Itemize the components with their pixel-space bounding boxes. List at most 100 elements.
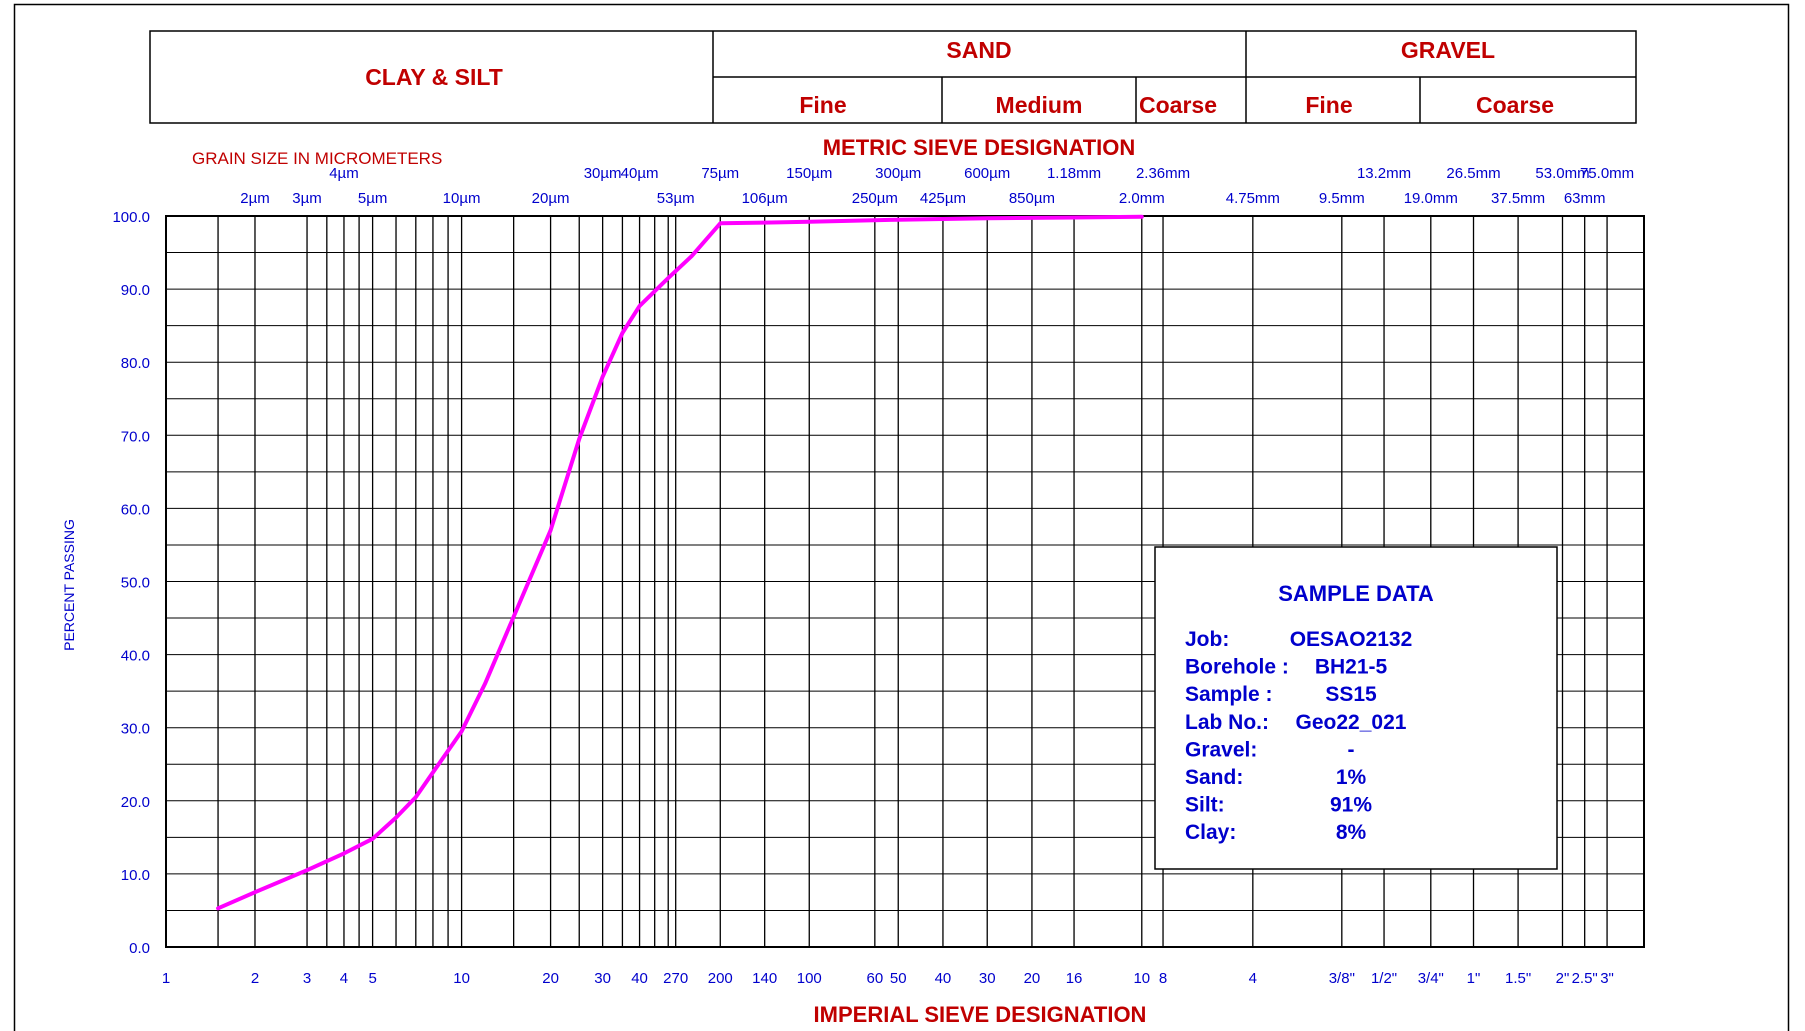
metric-tick-label: 250µm xyxy=(852,190,898,207)
sample-row-label: Job: xyxy=(1185,628,1229,651)
sand-label: SAND xyxy=(946,37,1011,63)
y-tick-label: 80.0 xyxy=(121,355,150,372)
sample-row-label: Sand: xyxy=(1185,766,1243,789)
metric-tick-label: 53µm xyxy=(657,190,695,207)
sample-row-value: SS15 xyxy=(1325,683,1377,706)
imperial-tick-label: 2 xyxy=(251,970,259,987)
metric-tick-label: 2.0mm xyxy=(1119,190,1165,207)
metric-tick-label: 106µm xyxy=(742,190,788,207)
imperial-tick-label: 3" xyxy=(1600,970,1614,987)
metric-tick-label: 1.18mm xyxy=(1047,165,1101,182)
sample-row-value: 1% xyxy=(1336,766,1367,789)
metric-tick-label: 4µm xyxy=(329,165,358,182)
metric-lower-tick-labels: 2µm 3µm 5µm 10µm 20µm 53µm 106µm 250µm 425µm 850µ… xyxy=(240,190,1605,207)
imperial-tick-label: 100 xyxy=(797,970,822,987)
imperial-tick-label: 2" xyxy=(1556,970,1570,987)
y-axis-label: PERCENT PASSING xyxy=(61,519,77,651)
metric-tick-label: 2.36mm xyxy=(1136,165,1190,182)
sand-coarse-label: Coarse xyxy=(1139,92,1217,118)
imperial-tick-label: 270 xyxy=(663,970,688,987)
imperial-tick-label: 40 xyxy=(935,970,952,987)
metric-tick-label: 30µm xyxy=(584,165,622,182)
y-tick-label: 0.0 xyxy=(129,940,150,957)
imperial-tick-label: 140 xyxy=(752,970,777,987)
sample-row-label: Gravel: xyxy=(1185,738,1257,761)
metric-tick-label: 63mm xyxy=(1564,190,1606,207)
sample-row-label: Clay: xyxy=(1185,821,1236,844)
metric-tick-label: 20µm xyxy=(532,190,570,207)
sample-row-value: BH21-5 xyxy=(1315,656,1388,679)
imperial-tick-label: 16 xyxy=(1066,970,1083,987)
y-tick-label: 70.0 xyxy=(121,428,150,445)
metric-tick-label: 26.5mm xyxy=(1446,165,1500,182)
sand-medium-label: Medium xyxy=(996,92,1083,118)
metric-tick-label: 9.5mm xyxy=(1319,190,1365,207)
imperial-tick-label: 8 xyxy=(1159,970,1167,987)
metric-tick-label: 5µm xyxy=(358,190,387,207)
sample-row-value: 91% xyxy=(1330,794,1372,817)
metric-tick-label: 300µm xyxy=(875,165,921,182)
imperial-tick-label: 1.5" xyxy=(1505,970,1531,987)
imperial-tick-label: 50 xyxy=(890,970,907,987)
sample-row-label: Silt: xyxy=(1185,794,1225,817)
grain-size-label: GRAIN SIZE IN MICROMETERS xyxy=(192,149,442,168)
imperial-tick-labels: 1 2 3 4 5 10 20 30 40 270 200 140 100 60 50 40 30 20 16 10 8… xyxy=(162,970,1614,987)
metric-tick-label: 4.75mm xyxy=(1226,190,1280,207)
y-tick-labels: 0.0 10.0 20.0 30.0 40.0 50.0 60.0 70.0 80.0 90.0 1… xyxy=(112,209,150,957)
imperial-tick-label: 30 xyxy=(594,970,611,987)
metric-tick-label: 75µm xyxy=(701,165,739,182)
sample-row-label: Lab No.: xyxy=(1185,711,1269,734)
imperial-tick-label: 10 xyxy=(1133,970,1150,987)
metric-tick-label: 19.0mm xyxy=(1404,190,1458,207)
y-tick-label: 90.0 xyxy=(121,282,150,299)
imperial-tick-label: 3 xyxy=(303,970,311,987)
y-tick-label: 30.0 xyxy=(121,721,150,738)
metric-upper-tick-labels: 4µm 30µm 40µm 75µm 150µm 300µm 600µm 1.18mm 2.36… xyxy=(329,165,1634,182)
sample-data-title: SAMPLE DATA xyxy=(1278,581,1434,606)
y-tick-label: 60.0 xyxy=(121,501,150,518)
plot-frame xyxy=(165,215,1645,948)
metric-tick-label: 600µm xyxy=(964,165,1010,182)
metric-tick-label: 13.2mm xyxy=(1357,165,1411,182)
y-tick-label: 40.0 xyxy=(121,648,150,665)
imperial-tick-label: 30 xyxy=(979,970,996,987)
imperial-tick-label: 20 xyxy=(542,970,559,987)
sample-row-value: 8% xyxy=(1336,821,1367,844)
imperial-sieve-title: IMPERIAL SIEVE DESIGNATION xyxy=(814,1002,1147,1027)
metric-tick-label: 40µm xyxy=(621,165,659,182)
metric-tick-label: 3µm xyxy=(292,190,321,207)
imperial-tick-label: 20 xyxy=(1024,970,1041,987)
metric-sieve-title: METRIC SIEVE DESIGNATION xyxy=(823,135,1136,160)
metric-tick-label: 150µm xyxy=(786,165,832,182)
imperial-tick-label: 1 xyxy=(162,970,170,987)
gravel-coarse-label: Coarse xyxy=(1476,92,1554,118)
gravel-label: GRAVEL xyxy=(1401,37,1495,63)
imperial-tick-label: 1" xyxy=(1467,970,1481,987)
metric-tick-label: 75.0mm xyxy=(1580,165,1634,182)
imperial-tick-label: 4 xyxy=(1249,970,1257,987)
sample-row-value: OESAO2132 xyxy=(1290,628,1413,651)
metric-tick-label: 850µm xyxy=(1009,190,1055,207)
imperial-tick-label: 200 xyxy=(708,970,733,987)
y-tick-label: 10.0 xyxy=(121,867,150,884)
y-tick-label: 100.0 xyxy=(112,209,150,226)
classification-header xyxy=(149,30,1637,124)
outer-border xyxy=(13,3,1790,1031)
imperial-tick-label: 3/8" xyxy=(1329,970,1355,987)
clay-silt-label: CLAY & SILT xyxy=(365,64,503,90)
gradation-curve xyxy=(216,214,1144,911)
sample-data-frame xyxy=(1154,546,1558,870)
y-tick-label: 20.0 xyxy=(121,794,150,811)
sample-row-label: Borehole : xyxy=(1185,656,1289,679)
gravel-fine-label: Fine xyxy=(1305,92,1352,118)
sand-fine-label: Fine xyxy=(799,92,846,118)
imperial-tick-label: 60 xyxy=(866,970,883,987)
gradation-curve-layer xyxy=(216,214,1144,911)
metric-tick-label: 425µm xyxy=(920,190,966,207)
metric-tick-label: 53.0mm xyxy=(1535,165,1589,182)
imperial-tick-label: 40 xyxy=(631,970,648,987)
imperial-tick-label: 10 xyxy=(453,970,470,987)
